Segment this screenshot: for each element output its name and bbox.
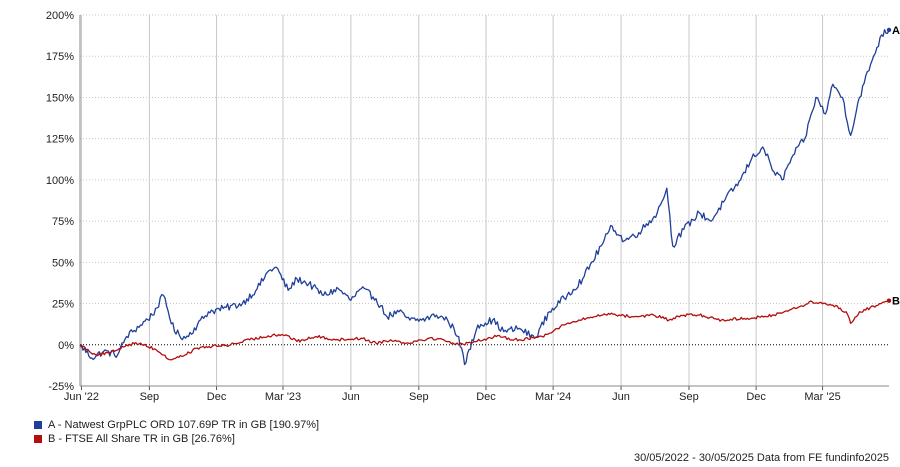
series-end-marker-a — [886, 27, 892, 33]
x-tick-label: Sep — [140, 391, 160, 403]
series-end-label-b: B — [892, 296, 900, 308]
series-end-marker-b — [886, 298, 892, 303]
x-tick-label: Mar '24 — [535, 391, 571, 403]
y-tick-label: 25% — [52, 299, 74, 311]
y-tick-label: -25% — [48, 381, 74, 393]
y-tick-label: 75% — [52, 216, 74, 228]
x-axis-ticks: Jun '22 Sep Dec Mar '23 Jun Sep Dec Mar '24 Jun S… — [64, 391, 841, 403]
grid-lines — [80, 14, 889, 390]
legend-swatch-b — [34, 435, 42, 443]
x-tick-label: Mar '23 — [265, 391, 301, 403]
y-tick-label: 200% — [46, 10, 74, 22]
y-tick-label: 150% — [46, 92, 74, 104]
x-tick-label: Jun '22 — [64, 391, 99, 403]
x-tick-label: Mar '25 — [804, 391, 840, 403]
series-line-b — [79, 300, 890, 361]
series-layer: AB — [79, 25, 900, 366]
x-tick-label: Dec — [746, 391, 766, 403]
y-tick-label: 100% — [46, 175, 74, 187]
x-tick-label: Sep — [679, 391, 699, 403]
legend-item-a: A - Natwest GrpPLC ORD 107.69P TR in GB … — [34, 418, 319, 432]
legend-item-b: B - FTSE All Share TR in GB [26.76%] — [34, 432, 319, 446]
x-tick-label: Sep — [409, 391, 429, 403]
date-range-source-note: 30/05/2022 - 30/05/2025 Data from FE fun… — [633, 452, 889, 464]
x-tick-label: Jun — [342, 391, 360, 403]
y-tick-label: 175% — [46, 51, 74, 63]
legend: A - Natwest GrpPLC ORD 107.69P TR in GB … — [34, 418, 319, 446]
y-tick-label: 0% — [58, 340, 74, 352]
x-tick-label: Jun — [612, 391, 630, 403]
legend-label-a: A - Natwest GrpPLC ORD 107.69P TR in GB … — [48, 419, 320, 431]
x-tick-label: Dec — [207, 391, 227, 403]
y-axis-ticks: -25% 0% 25% 50% 75% 100% 125% 150% 175% 200% — [46, 10, 74, 393]
y-tick-label: 50% — [52, 257, 74, 269]
series-line-a — [79, 29, 890, 366]
y-tick-label: 125% — [46, 134, 74, 146]
x-tick-label: Dec — [476, 391, 496, 403]
legend-swatch-a — [34, 421, 42, 429]
series-end-label-a: A — [892, 25, 900, 37]
legend-label-b: B - FTSE All Share TR in GB [26.76%] — [48, 433, 235, 445]
